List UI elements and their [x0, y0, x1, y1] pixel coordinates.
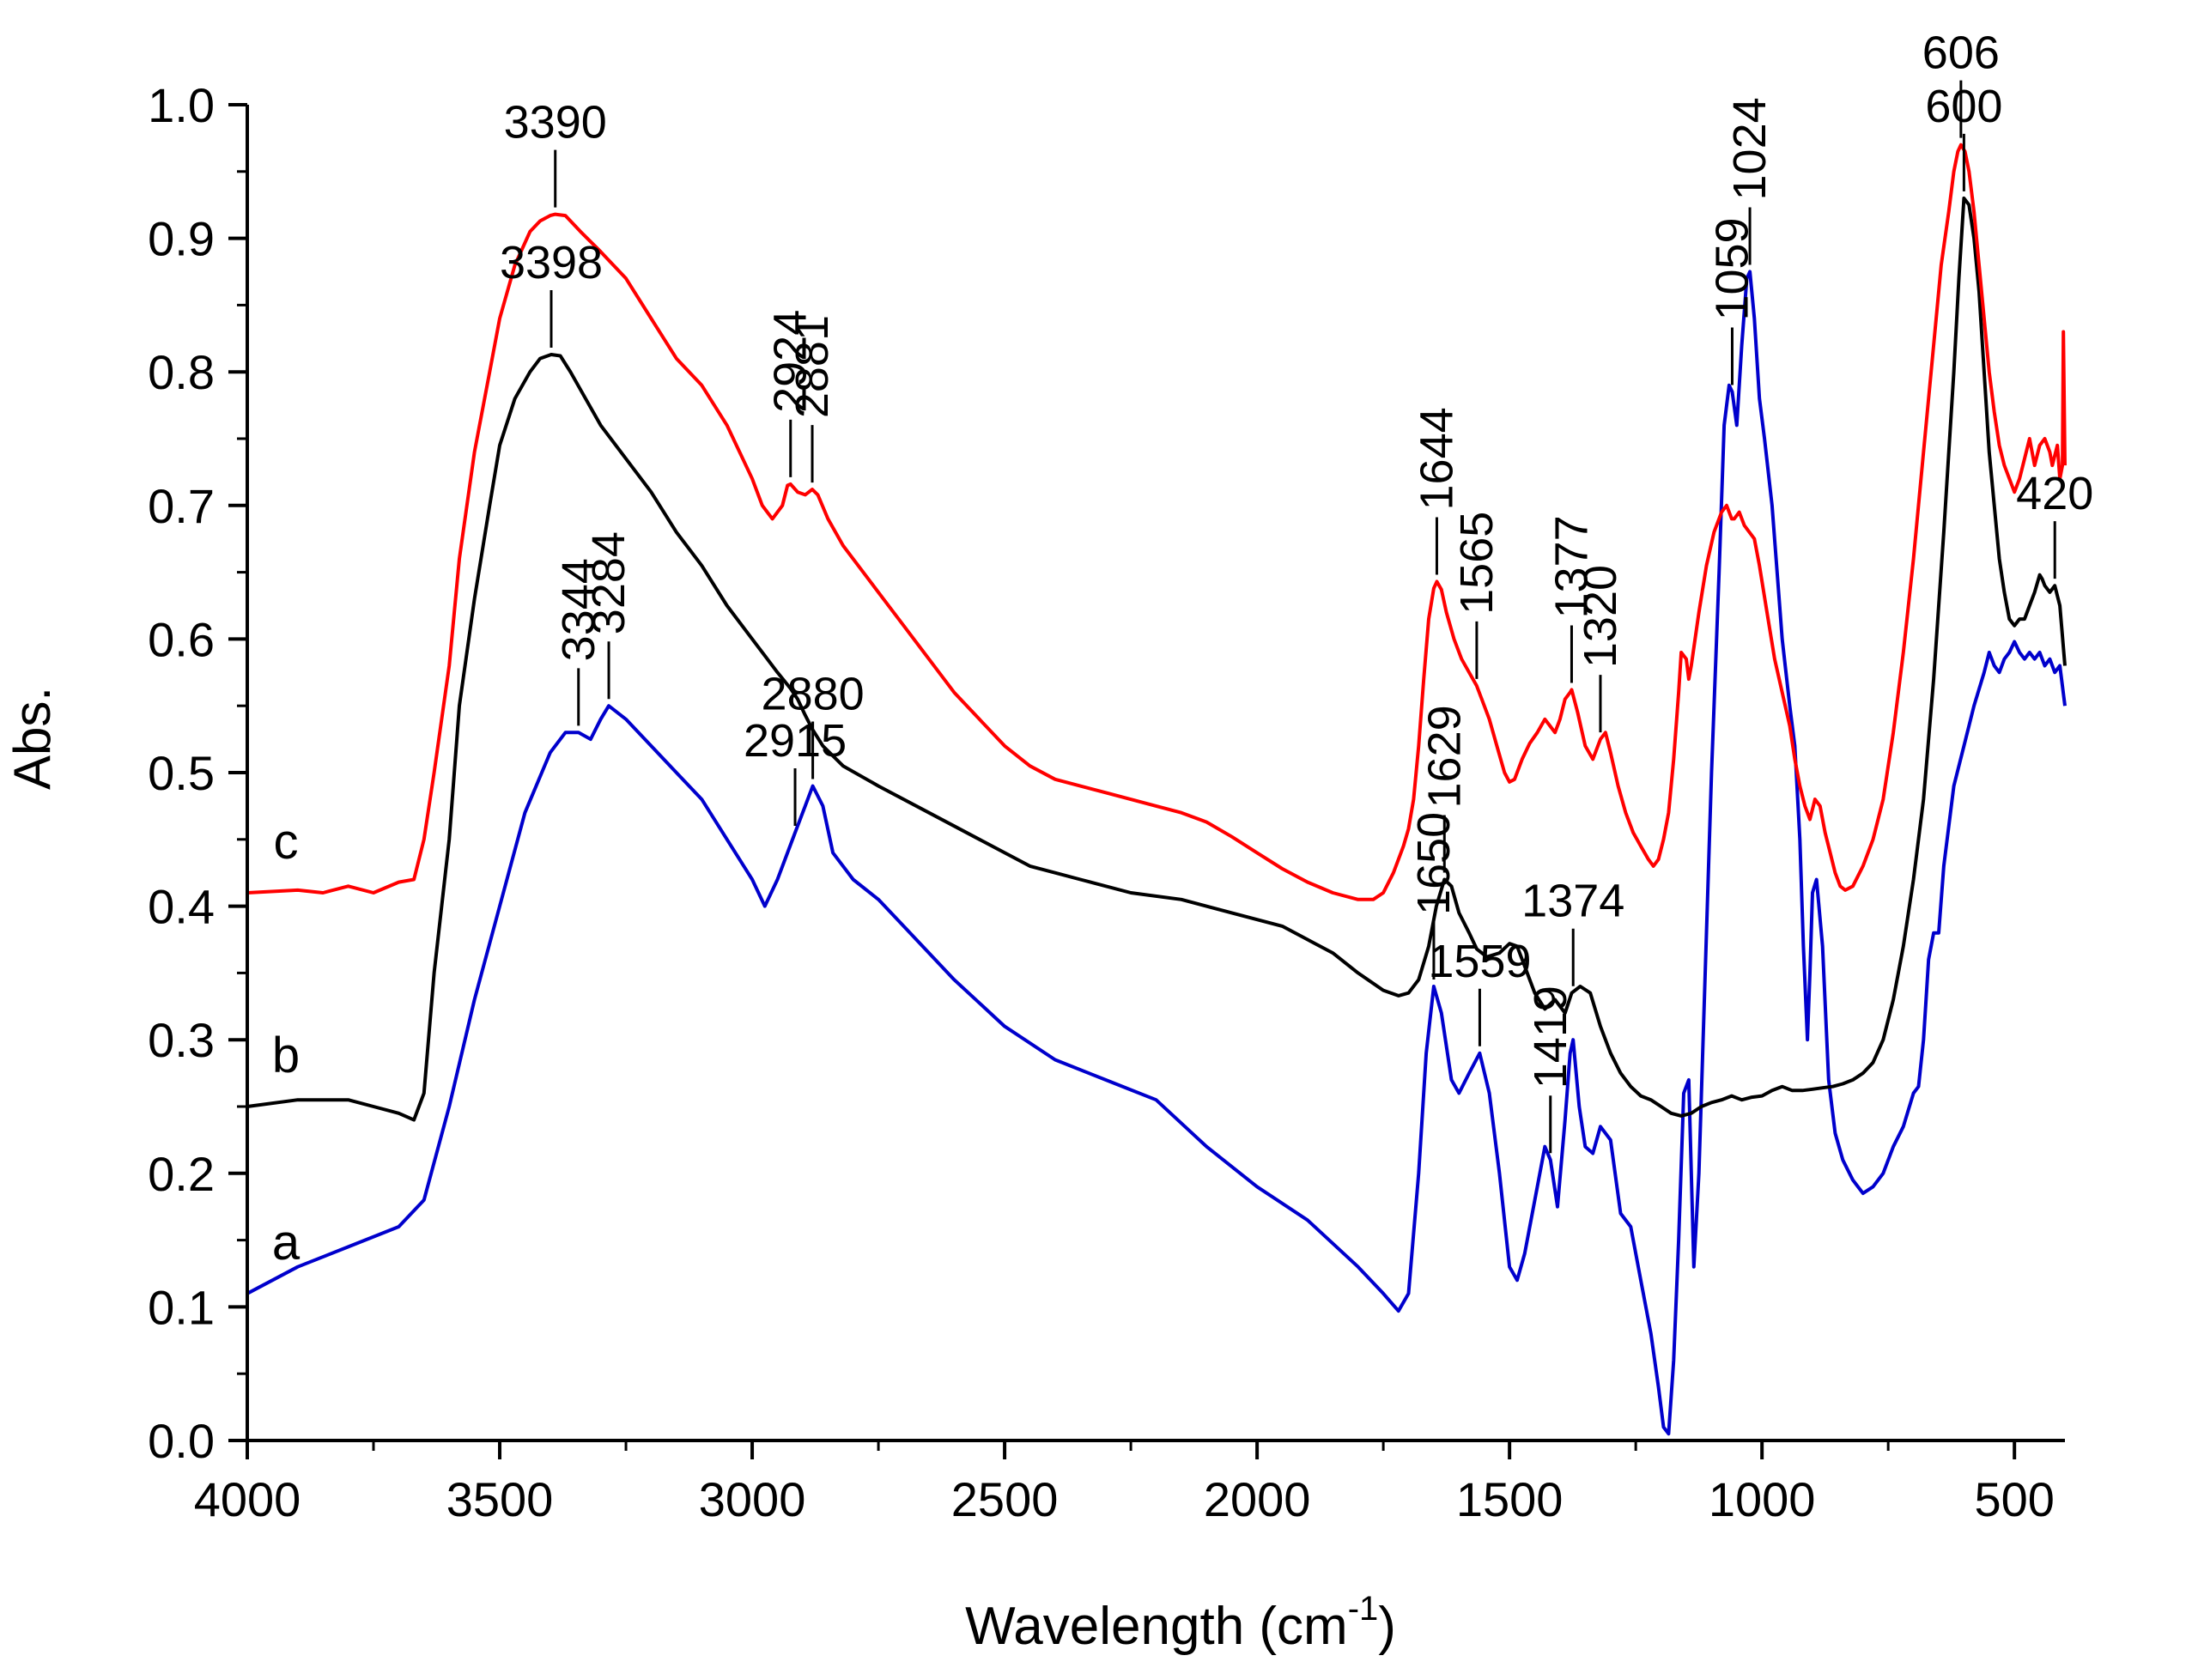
- peak-label: 420: [2016, 468, 2093, 519]
- peak-label: 2915: [744, 715, 847, 767]
- x-tick-label: 2000: [1204, 1472, 1311, 1526]
- y-tick-label: 0.6: [148, 612, 215, 666]
- y-tick-label: 0.5: [148, 746, 215, 800]
- series-label-a: a: [272, 1215, 301, 1271]
- peak-label: 1419: [1525, 986, 1576, 1089]
- peak-label: 2924: [765, 310, 817, 413]
- x-tick-label: 2500: [951, 1472, 1059, 1526]
- y-tick-label: 1.0: [148, 78, 215, 132]
- x-axis-label-superscript: -1: [1348, 1590, 1379, 1628]
- x-tick-label: 1000: [1709, 1472, 1816, 1526]
- peak-label: 1320: [1575, 565, 1626, 668]
- peak-label: 2880: [762, 669, 865, 720]
- series-line-b: [246, 196, 2067, 1122]
- peak-label: 1629: [1418, 705, 1470, 808]
- peak-label: 2881: [786, 315, 838, 418]
- y-tick-label: 0.7: [148, 479, 215, 533]
- axes: 0.0 0.1 0.2 0.3 0.4 0.5 0.6 0.7 0.8 0.9 1.0 4000 350…: [148, 78, 2065, 1526]
- y-tick-label: 0.0: [148, 1414, 215, 1468]
- series-layer: a b c: [246, 143, 2067, 1436]
- y-tick-label: 0.1: [148, 1280, 215, 1334]
- x-axis-label: Wavelength (cm-1): [965, 1590, 1396, 1656]
- peak-label: 1377: [1545, 515, 1597, 618]
- y-tick-label: 0.8: [148, 345, 215, 399]
- peak-label: 600: [1925, 81, 2002, 132]
- series-line-c: [246, 143, 2067, 901]
- y-tick-label: 0.9: [148, 212, 215, 266]
- x-axis-label-text: Wavelength (cm: [965, 1597, 1348, 1656]
- series-label-c: c: [274, 814, 299, 870]
- peak-label: 1650: [1408, 812, 1460, 915]
- peak-label: 1565: [1451, 512, 1503, 615]
- x-tick-label: 4000: [194, 1472, 301, 1526]
- x-axis-label-close: ): [1378, 1597, 1396, 1656]
- y-tick-label: 0.3: [148, 1013, 215, 1067]
- peak-label: 3398: [500, 237, 603, 288]
- series-label-b: b: [272, 1028, 300, 1083]
- peak-label: 3344: [553, 558, 604, 661]
- peak-label: 1644: [1411, 407, 1462, 510]
- series-line-a: [246, 270, 2067, 1436]
- x-tick-label: 500: [1974, 1472, 2054, 1526]
- y-tick-label: 0.2: [148, 1147, 215, 1201]
- y-tick-label: 0.4: [148, 880, 215, 934]
- peak-label: 3284: [583, 531, 635, 634]
- y-axis-label: Abs.: [3, 687, 61, 790]
- x-tick-label: 3000: [699, 1472, 806, 1526]
- peak-label: 1374: [1521, 876, 1624, 927]
- peak-label: 1559: [1428, 936, 1531, 987]
- peak-label: 1024: [1724, 97, 1776, 200]
- x-tick-label: 3500: [446, 1472, 554, 1526]
- peak-label: 606: [1922, 27, 2000, 79]
- peak-label: 3390: [504, 97, 607, 149]
- x-tick-label: 1500: [1456, 1472, 1564, 1526]
